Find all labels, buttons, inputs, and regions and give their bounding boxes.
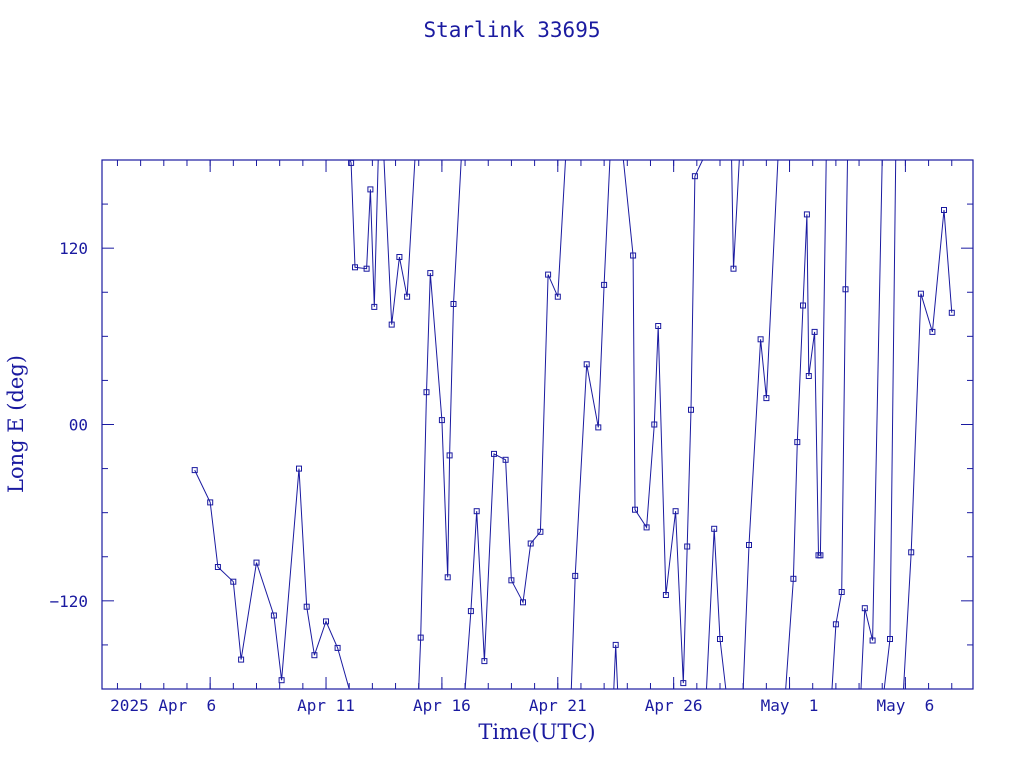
x-tick-label: Apr 11 [297, 696, 355, 715]
series-line [742, 159, 779, 690]
x-tick-label: 2025 Apr 6 [110, 696, 216, 715]
series-line [883, 159, 897, 690]
series-line [903, 209, 953, 690]
series-line [613, 644, 619, 690]
x-axis: 2025 Apr 6 Apr 11 Apr 16 Apr 21 Apr 26 May 1 M… [110, 160, 953, 715]
y-axis: −120 00 120 [49, 203, 973, 646]
plot-area: −120 00 120 2025 Apr 6 Apr 11 Apr 16 Apr 21 Ap… [49, 159, 974, 715]
series-line [706, 528, 727, 690]
x-tick-label: Apr 26 [645, 696, 703, 715]
series-line [785, 159, 827, 690]
y-tick-label: 120 [59, 239, 88, 258]
data-point [191, 467, 198, 474]
series-line [622, 159, 704, 684]
series-line [349, 159, 416, 325]
x-axis-label: Time(UTC) [478, 720, 595, 744]
data-point [323, 618, 329, 625]
y-tick-label: 00 [69, 416, 88, 435]
series-line [831, 159, 848, 690]
plot-frame [101, 159, 974, 690]
series-line [418, 159, 462, 690]
series-line [731, 159, 740, 269]
series-line [860, 159, 883, 690]
chart-title: Starlink 33695 [423, 18, 600, 42]
series-layer [191, 159, 955, 690]
x-tick-label: May 6 [877, 696, 935, 715]
x-tick-label: Apr 21 [529, 696, 587, 715]
x-tick-label: May 1 [761, 696, 819, 715]
x-tick-label: Apr 16 [413, 696, 471, 715]
series-line [570, 159, 611, 690]
series-line [194, 468, 350, 690]
series-line [464, 159, 566, 690]
data-point [334, 644, 341, 651]
y-tick-label: −120 [49, 592, 88, 611]
y-axis-label: Long E (deg) [4, 355, 28, 493]
